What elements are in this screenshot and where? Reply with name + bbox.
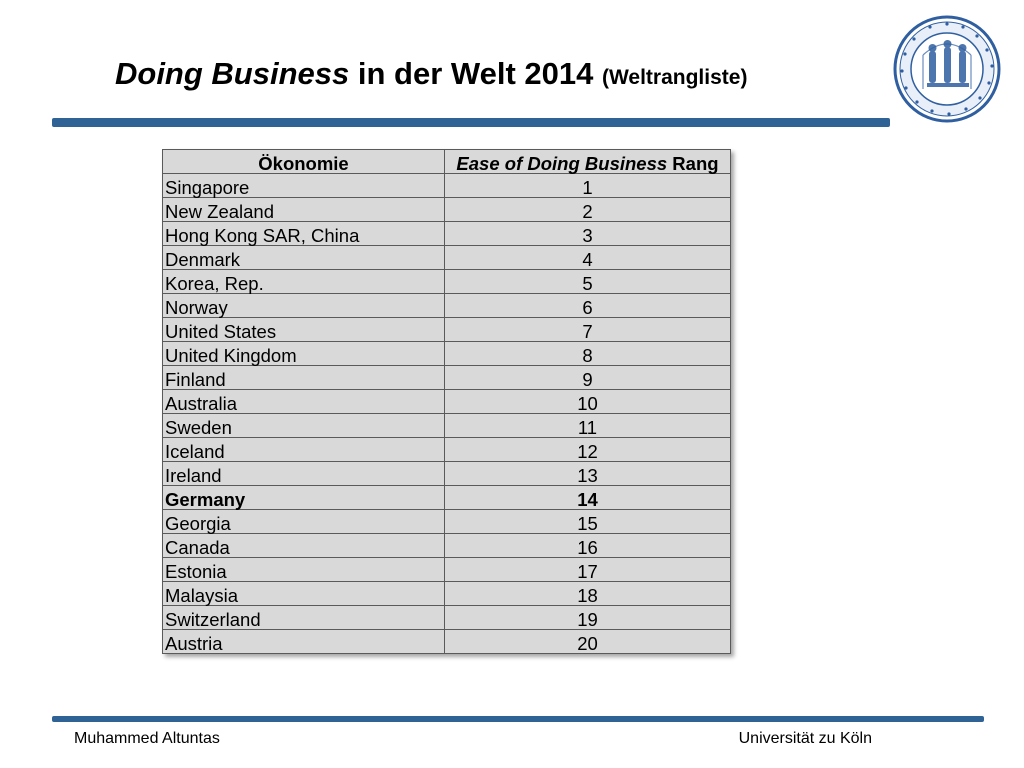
- table-row: Finland 9: [162, 365, 731, 390]
- table-row: Singapore 1: [162, 173, 731, 198]
- rank-cell: 5: [444, 269, 731, 294]
- country-cell: Norway: [162, 293, 445, 318]
- table-row: Georgia 15: [162, 509, 731, 534]
- rank-cell: 2: [444, 197, 731, 222]
- rank-cell: 14: [444, 485, 731, 510]
- country-cell: Ireland: [162, 461, 445, 486]
- country-cell: Germany: [162, 485, 445, 510]
- title-main: in der Welt 2014: [349, 56, 602, 91]
- rank-cell: 4: [444, 245, 731, 270]
- country-cell: Finland: [162, 365, 445, 390]
- table-row: Iceland 12: [162, 437, 731, 462]
- table-row: United States 7: [162, 317, 731, 342]
- rank-cell: 18: [444, 581, 731, 606]
- rank-cell: 20: [444, 629, 731, 654]
- table-row: Estonia 17: [162, 557, 731, 582]
- country-cell: Australia: [162, 389, 445, 414]
- rank-cell: 7: [444, 317, 731, 342]
- country-cell: Canada: [162, 533, 445, 558]
- header-rank-emphasis: Ease of Doing Business: [456, 152, 668, 174]
- country-cell: United Kingdom: [162, 341, 445, 366]
- table-header-row: Ökonomie Ease of Doing Business Rang: [162, 149, 731, 174]
- country-cell: Singapore: [162, 173, 445, 198]
- rank-cell: 1: [444, 173, 731, 198]
- country-cell: Georgia: [162, 509, 445, 534]
- rank-cell: 3: [444, 221, 731, 246]
- footer-institution: Universität zu Köln: [738, 730, 872, 747]
- rank-cell: 11: [444, 413, 731, 438]
- header-economy: Ökonomie: [162, 149, 445, 174]
- table-row: Hong Kong SAR, China 3: [162, 221, 731, 246]
- header-rank-label: Rang: [667, 152, 719, 174]
- ranking-table: Ökonomie Ease of Doing Business Rang Sin…: [162, 149, 731, 654]
- table-row: Canada 16: [162, 533, 731, 558]
- rank-cell: 6: [444, 293, 731, 318]
- rank-cell: 13: [444, 461, 731, 486]
- country-cell: Iceland: [162, 437, 445, 462]
- table-row: Denmark 4: [162, 245, 731, 270]
- slide-title: Doing Business in der Welt 2014 (Weltran…: [115, 56, 747, 92]
- rank-cell: 19: [444, 605, 731, 630]
- rank-cell: 8: [444, 341, 731, 366]
- rank-cell: 10: [444, 389, 731, 414]
- country-cell: Estonia: [162, 557, 445, 582]
- title-emphasis: Doing Business: [115, 56, 350, 91]
- country-cell: Malaysia: [162, 581, 445, 606]
- rank-cell: 16: [444, 533, 731, 558]
- table-row: New Zealand 2: [162, 197, 731, 222]
- country-cell: Korea, Rep.: [162, 269, 445, 294]
- rank-cell: 12: [444, 437, 731, 462]
- header-divider: [52, 118, 890, 127]
- table-row: Norway 6: [162, 293, 731, 318]
- country-cell: Switzerland: [162, 605, 445, 630]
- country-cell: Sweden: [162, 413, 445, 438]
- country-cell: New Zealand: [162, 197, 445, 222]
- table-row: Malaysia 18: [162, 581, 731, 606]
- country-cell: Austria: [162, 629, 445, 654]
- rank-cell: 15: [444, 509, 731, 534]
- rank-cell: 17: [444, 557, 731, 582]
- table-row: Sweden 11: [162, 413, 731, 438]
- footer-author: Muhammed Altuntas: [74, 730, 220, 747]
- table-row: Korea, Rep. 5: [162, 269, 731, 294]
- table-row: Switzerland 19: [162, 605, 731, 630]
- title-subtitle: (Weltrangliste): [601, 66, 748, 89]
- table-body: Singapore 1 New Zealand 2 Hong Kong SAR, Chi…: [162, 173, 731, 654]
- university-seal-icon: [893, 15, 1001, 123]
- rank-cell: 9: [444, 365, 731, 390]
- table-row: Australia 10: [162, 389, 731, 414]
- table-row: Austria 20: [162, 629, 731, 654]
- header-rank: Ease of Doing Business Rang: [444, 149, 731, 174]
- country-cell: Denmark: [162, 245, 445, 270]
- ranking-table-wrapper: Ökonomie Ease of Doing Business Rang Sin…: [162, 149, 731, 654]
- table-row: Ireland 13: [162, 461, 731, 486]
- footer-divider: [52, 716, 984, 722]
- country-cell: Hong Kong SAR, China: [162, 221, 445, 246]
- country-cell: United States: [162, 317, 445, 342]
- table-row: Germany 14: [162, 485, 731, 510]
- table-row: United Kingdom 8: [162, 341, 731, 366]
